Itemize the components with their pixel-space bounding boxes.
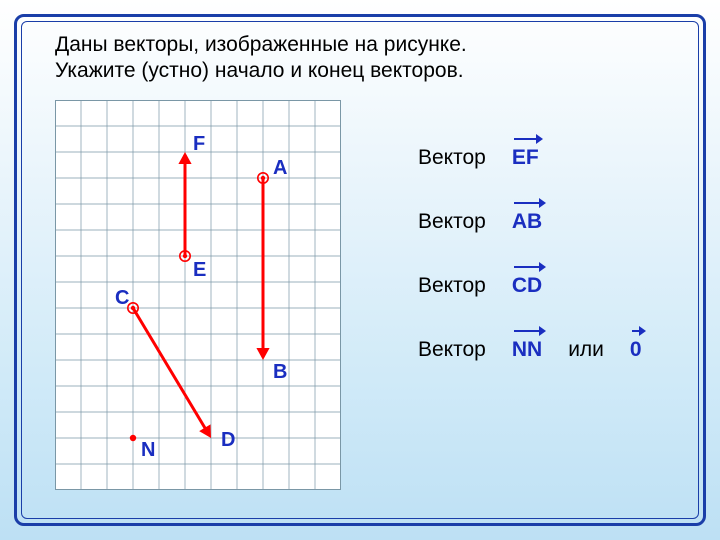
vector-list: Вектор EF Вектор AB Вектор CD Вектор NN … bbox=[418, 108, 642, 364]
vector-word: Вектор bbox=[418, 210, 486, 236]
svg-text:C: C bbox=[115, 287, 129, 309]
svg-text:F: F bbox=[193, 133, 205, 155]
vector-label-ef: EF bbox=[512, 146, 539, 172]
svg-text:B: B bbox=[273, 361, 287, 383]
slide-root: Даны векторы, изображенные на рисунке. У… bbox=[0, 0, 720, 540]
vector-label-zero: 0 bbox=[630, 338, 642, 364]
vector-label-cd: CD bbox=[512, 274, 542, 300]
vector-row-cd: Вектор CD bbox=[418, 236, 642, 300]
diagram-area: A B C D E F N bbox=[55, 100, 347, 490]
svg-text:D: D bbox=[221, 429, 235, 451]
vector-row-ef: Вектор EF bbox=[418, 108, 642, 172]
vector-row-nn: Вектор NN или 0 bbox=[418, 300, 642, 364]
or-text: или bbox=[568, 338, 604, 364]
vector-row-ab: Вектор AB bbox=[418, 172, 642, 236]
svg-text:E: E bbox=[193, 259, 206, 281]
grid-svg: A B C D E F N bbox=[55, 100, 341, 490]
vector-label-nn: NN bbox=[512, 338, 542, 364]
vector-word: Вектор bbox=[418, 146, 486, 172]
vector-word: Вектор bbox=[418, 338, 486, 364]
svg-text:A: A bbox=[273, 157, 287, 179]
vector-word: Вектор bbox=[418, 274, 486, 300]
svg-text:N: N bbox=[141, 439, 155, 461]
problem-text: Даны векторы, изображенные на рисунке. У… bbox=[55, 32, 467, 85]
vector-label-ab: AB bbox=[512, 210, 542, 236]
